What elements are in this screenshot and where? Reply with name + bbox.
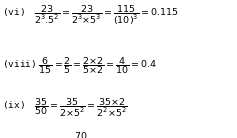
Text: $\mathtt{(viii)}\;\dfrac{6}{15}=\dfrac{2}{5}=\dfrac{2{\times}2}{5{\times}2}=\dfr: $\mathtt{(viii)}\;\dfrac{6}{15}=\dfrac{2… bbox=[2, 55, 157, 76]
Text: $\mathtt{(vi)}\quad\dfrac{23}{2^3.5^2}=\dfrac{23}{2^3{\times}5^3}=\dfrac{115}{(1: $\mathtt{(vi)}\quad\dfrac{23}{2^3.5^2}=\… bbox=[2, 4, 179, 27]
Text: $\mathtt{(ix)}\quad\dfrac{35}{50}=\dfrac{35}{2{\times}5^2}=\dfrac{35{\times}2}{2: $\mathtt{(ix)}\quad\dfrac{35}{50}=\dfrac… bbox=[2, 97, 128, 119]
Text: $=\dfrac{70}{(10)^2=0.70}$: $=\dfrac{70}{(10)^2=0.70}$ bbox=[41, 131, 111, 138]
